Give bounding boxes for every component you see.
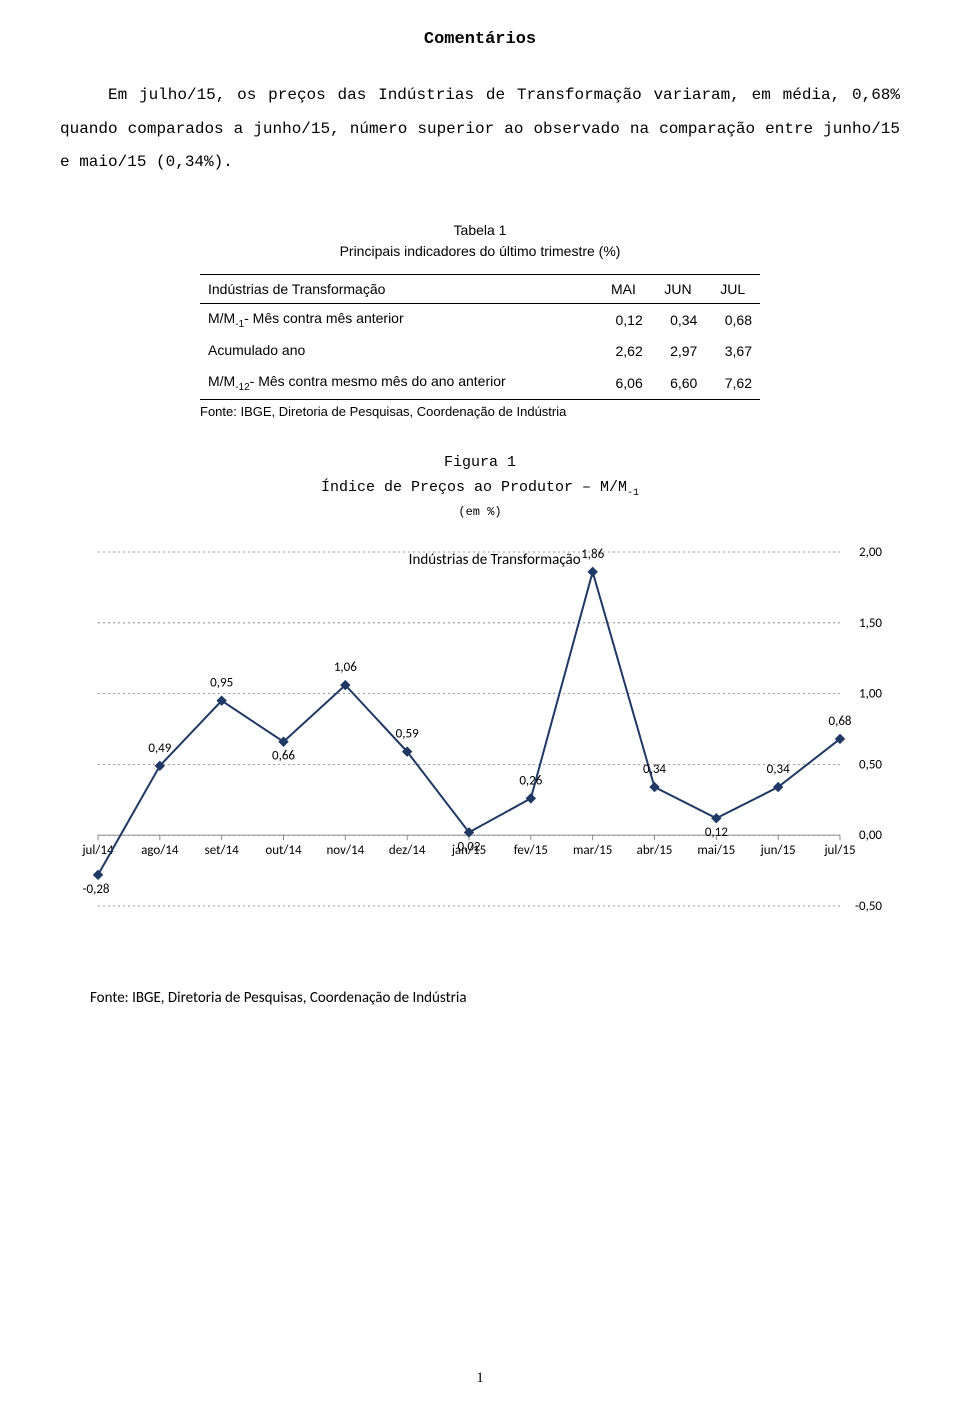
svg-text:0,49: 0,49 xyxy=(148,741,171,756)
cell: 2,97 xyxy=(651,336,706,368)
line-chart: jul/14ago/14set/14out/14nov/14dez/14jan/… xyxy=(60,534,900,1007)
svg-text:0,50: 0,50 xyxy=(859,758,882,773)
svg-text:0,26: 0,26 xyxy=(519,774,542,789)
table-row: M/M-12- Mês contra mesmo mês do ano ante… xyxy=(200,367,760,399)
figure-subtitle: (em %) xyxy=(60,505,900,519)
indicators-table: Indústrias de Transformação MAI JUN JUL … xyxy=(200,274,760,419)
cell: 0,68 xyxy=(705,303,760,335)
figure-title: Índice de Preços ao Produtor – M/M-1 xyxy=(60,479,900,499)
svg-text:mai/15: mai/15 xyxy=(697,843,735,858)
page-number: 1 xyxy=(0,1370,960,1387)
chart-svg: jul/14ago/14set/14out/14nov/14dez/14jan/… xyxy=(60,534,900,944)
chart-source: Fonte: IBGE, Diretoria de Pesquisas, Coo… xyxy=(90,989,900,1007)
table-row: M/M-1- Mês contra mês anterior 0,12 0,34… xyxy=(200,303,760,335)
col-header-mai: MAI xyxy=(596,274,651,303)
svg-text:0,00: 0,00 xyxy=(859,828,882,843)
cell: 2,62 xyxy=(596,336,651,368)
page-title: Comentários xyxy=(60,30,900,49)
col-header-label: Indústrias de Transformação xyxy=(200,274,596,303)
table-source: Fonte: IBGE, Diretoria de Pesquisas, Coo… xyxy=(200,400,760,419)
cell: 0,12 xyxy=(596,303,651,335)
svg-text:0,66: 0,66 xyxy=(272,749,295,764)
row-label-post: - Mês contra mês anterior xyxy=(244,310,404,326)
svg-text:-0,28: -0,28 xyxy=(83,882,110,897)
svg-text:mar/15: mar/15 xyxy=(573,843,612,858)
svg-text:0,34: 0,34 xyxy=(767,762,790,777)
svg-text:0,59: 0,59 xyxy=(396,727,419,742)
figure-number: Figura 1 xyxy=(60,454,900,471)
table-caption-title: Principais indicadores do último trimest… xyxy=(60,241,900,262)
row-label-sub: -1 xyxy=(235,319,244,330)
cell: 3,67 xyxy=(705,336,760,368)
svg-text:Indústrias de Transformação: Indústrias de Transformação xyxy=(409,551,581,569)
intro-paragraph: Em julho/15, os preços das Indústrias de… xyxy=(60,79,900,180)
svg-text:out/14: out/14 xyxy=(265,843,302,858)
svg-text:ago/14: ago/14 xyxy=(141,843,179,858)
row-label-pre: M/M xyxy=(208,373,235,389)
svg-text:0,12: 0,12 xyxy=(705,825,728,840)
col-header-jul: JUL xyxy=(705,274,760,303)
svg-text:0,34: 0,34 xyxy=(643,762,666,777)
cell: 7,62 xyxy=(705,367,760,399)
col-header-jun: JUN xyxy=(651,274,706,303)
svg-text:jul/15: jul/15 xyxy=(823,843,855,858)
svg-text:jun/15: jun/15 xyxy=(760,843,796,858)
svg-text:2,00: 2,00 xyxy=(859,545,882,560)
svg-text:1,00: 1,00 xyxy=(859,687,882,702)
cell: 6,06 xyxy=(596,367,651,399)
svg-text:1,50: 1,50 xyxy=(859,616,882,631)
svg-text:-0,50: -0,50 xyxy=(855,899,882,914)
table-row: Acumulado ano 2,62 2,97 3,67 xyxy=(200,336,760,368)
table-header-row: Indústrias de Transformação MAI JUN JUL xyxy=(200,274,760,303)
svg-text:abr/15: abr/15 xyxy=(637,843,673,858)
cell: 6,60 xyxy=(651,367,706,399)
svg-text:0,02: 0,02 xyxy=(457,840,480,855)
svg-text:dez/14: dez/14 xyxy=(389,843,426,858)
cell: 0,34 xyxy=(651,303,706,335)
row-label-pre: M/M xyxy=(208,310,235,326)
table-caption-number: Tabela 1 xyxy=(60,220,900,241)
svg-text:nov/14: nov/14 xyxy=(326,843,364,858)
svg-text:fev/15: fev/15 xyxy=(514,843,548,858)
svg-text:0,68: 0,68 xyxy=(828,714,851,729)
row-label-post: - Mês contra mesmo mês do ano anterior xyxy=(250,373,506,389)
svg-text:0,95: 0,95 xyxy=(210,676,233,691)
svg-text:1,06: 1,06 xyxy=(334,660,357,675)
svg-text:1,86: 1,86 xyxy=(581,547,604,562)
svg-text:set/14: set/14 xyxy=(205,843,239,858)
row-label-sub: -12 xyxy=(235,382,249,393)
row-label-pre: Acumulado ano xyxy=(208,342,305,358)
